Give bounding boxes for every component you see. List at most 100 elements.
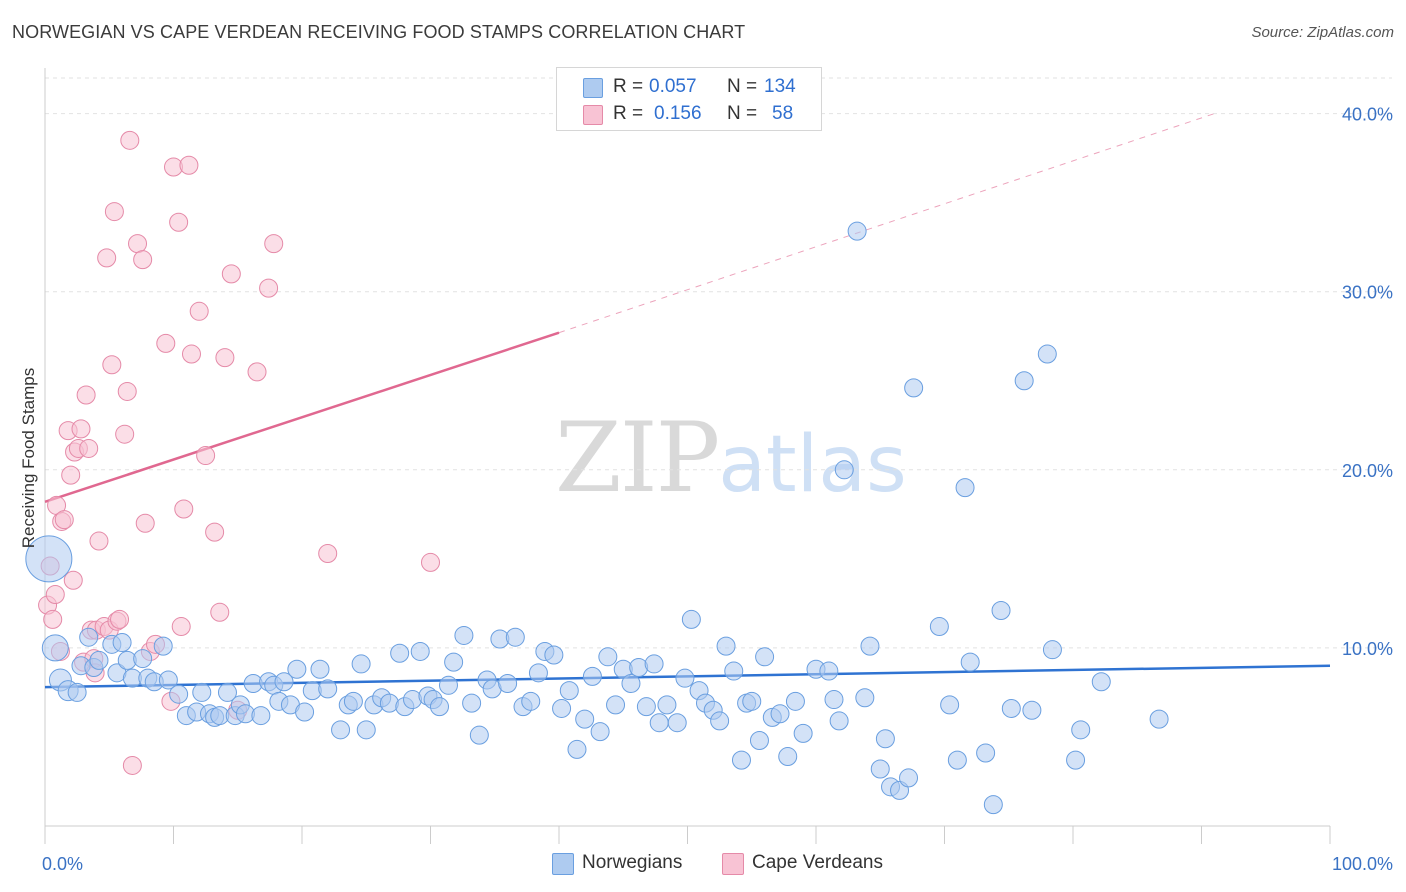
point-norwegians [649, 713, 669, 733]
point-norwegians [429, 697, 449, 717]
point-norwegians [621, 674, 641, 694]
trend-line-extension [558, 113, 1215, 334]
point-cape-verdeans [76, 385, 96, 405]
point-cape-verdeans [102, 355, 122, 375]
point-norwegians [819, 661, 839, 681]
point-cape-verdeans [45, 584, 65, 604]
legend-swatch-norwegians [583, 78, 603, 98]
bottom-legend-label: Norwegians [582, 852, 683, 873]
point-norwegians [1022, 700, 1042, 720]
correlation-legend: R = 0.057 N = 134 R = 0.156 N = 58 [556, 67, 822, 131]
point-cape-verdeans [104, 202, 124, 222]
point-cape-verdeans [421, 552, 440, 572]
point-norwegians [731, 750, 751, 770]
point-norwegians [498, 674, 518, 694]
point-cape-verdeans [128, 234, 148, 254]
point-cape-verdeans [120, 130, 140, 150]
y-tick-label: 20.0% [1342, 461, 1393, 481]
point-norwegians [112, 633, 132, 653]
trend-line-cape-verdeans [44, 331, 560, 504]
point-norwegians [960, 652, 980, 672]
point-norwegians [860, 636, 880, 656]
point-norwegians [552, 698, 572, 718]
y-tick-label: 10.0% [1342, 639, 1393, 659]
point-cape-verdeans [89, 531, 109, 551]
point-norwegians [25, 535, 73, 583]
point-norwegians [667, 713, 687, 733]
legend-n-label: N = [727, 103, 758, 124]
point-norwegians [976, 743, 996, 763]
point-cape-verdeans [122, 755, 142, 775]
point-norwegians [567, 739, 587, 759]
point-cape-verdeans [264, 234, 284, 254]
point-norwegians [251, 706, 271, 726]
point-norwegians [469, 725, 489, 745]
point-cape-verdeans [61, 465, 81, 485]
point-norwegians [169, 684, 189, 704]
point-cape-verdeans [215, 348, 235, 368]
point-norwegians [310, 659, 330, 679]
point-norwegians [991, 601, 1011, 621]
y-tick-label: 40.0% [1342, 105, 1393, 125]
x-tick-label: 100.0% [1332, 854, 1393, 874]
point-norwegians [629, 657, 649, 677]
bottom-legend-swatch-cape-verdeans [722, 853, 744, 875]
point-norwegians [356, 720, 376, 740]
source-label: Source: ZipAtlas.com [1251, 24, 1394, 41]
point-cape-verdeans [210, 602, 230, 622]
point-norwegians [1037, 344, 1057, 364]
point-norwegians [681, 609, 701, 629]
axes [44, 68, 1331, 844]
bottom-legend-swatch-norwegians [552, 853, 574, 875]
point-norwegians [1042, 640, 1062, 660]
point-norwegians [940, 695, 960, 715]
chart-title: NORWEGIAN VS CAPE VERDEAN RECEIVING FOOD… [12, 22, 746, 42]
point-norwegians [770, 704, 790, 724]
point-norwegians [410, 641, 430, 661]
point-cape-verdeans [71, 419, 91, 439]
y-tick-label: 30.0% [1342, 283, 1393, 303]
y-axis-label: Receiving Food Stamps [19, 368, 38, 548]
point-norwegians [590, 722, 610, 742]
point-norwegians [79, 627, 99, 647]
point-norwegians [379, 693, 399, 713]
point-norwegians [904, 378, 924, 398]
point-norwegians [153, 636, 173, 656]
point-norwegians [606, 695, 626, 715]
point-cape-verdeans [221, 264, 241, 284]
trend-lines [44, 113, 1331, 689]
point-norwegians [528, 663, 548, 683]
point-cape-verdeans [97, 248, 117, 268]
watermark: ZIPatlas [555, 402, 907, 514]
point-norwegians [870, 759, 890, 779]
legend-n-value: 58 [772, 103, 794, 124]
point-norwegians [755, 647, 775, 667]
point-cape-verdeans [43, 609, 63, 629]
point-norwegians [444, 652, 464, 672]
point-norwegians [824, 690, 844, 710]
point-norwegians [598, 647, 618, 667]
point-norwegians [1001, 698, 1021, 718]
legend-r-value: 0.156 [654, 103, 702, 124]
point-norwegians [343, 691, 363, 711]
point-cape-verdeans [247, 362, 267, 382]
point-norwegians [749, 731, 769, 751]
point-norwegians [41, 634, 69, 662]
point-cape-verdeans [79, 438, 99, 458]
point-cape-verdeans [110, 609, 130, 629]
point-norwegians [847, 221, 867, 241]
point-cape-verdeans [196, 446, 216, 466]
point-norwegians [438, 675, 458, 695]
point-norwegians [575, 709, 595, 729]
point-norwegians [855, 688, 875, 708]
point-norwegians [724, 661, 744, 681]
point-norwegians [192, 682, 212, 702]
point-norwegians [636, 697, 656, 717]
point-norwegians [1091, 672, 1111, 692]
point-norwegians [899, 768, 919, 788]
watermark-zip: ZIP [555, 402, 720, 514]
point-norwegians [295, 702, 315, 722]
point-cape-verdeans [63, 570, 83, 590]
axis-labels: 10.0% 20.0% 30.0% 40.0% 0.0% 100.0% Receiving … [19, 105, 1393, 874]
point-cape-verdeans [135, 513, 155, 533]
